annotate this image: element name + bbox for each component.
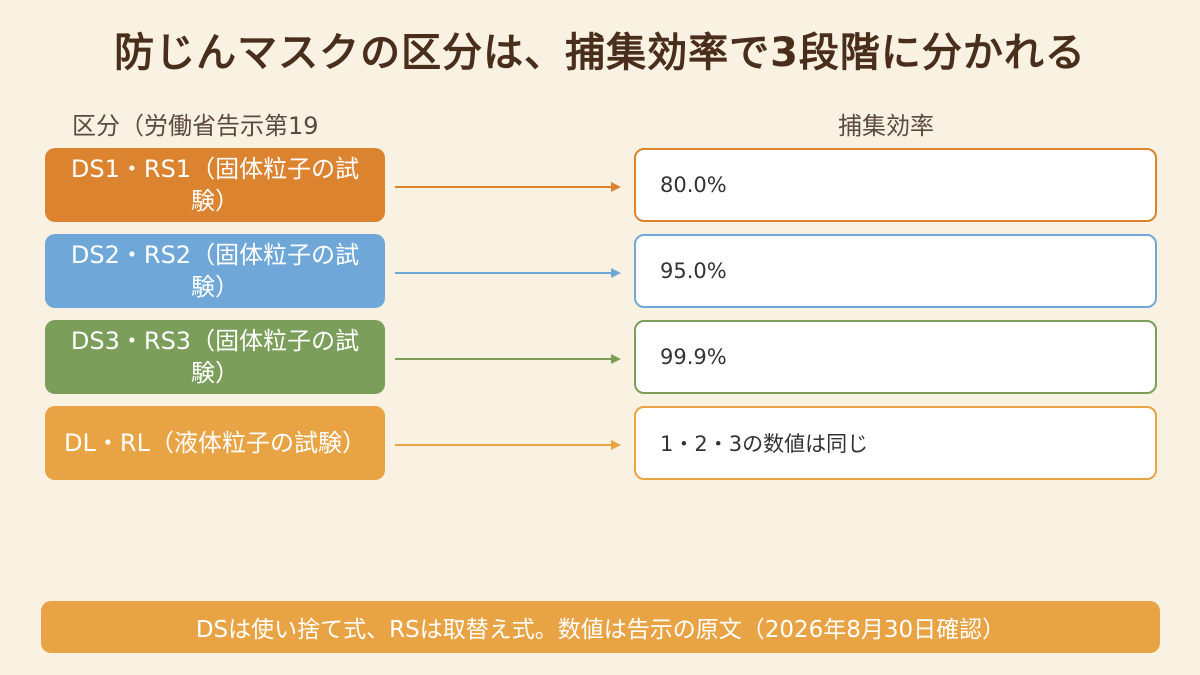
right-arrow-icon <box>395 440 625 450</box>
efficiency-box: 1・2・3の数値は同じ <box>634 406 1157 480</box>
page-title: 防じんマスクの区分は、捕集効率で3段階に分かれる <box>114 30 1086 76</box>
row-ds1-rs1: DS1・RS1（固体粒子の試験） 80.0% <box>0 148 1200 224</box>
right-arrow-icon <box>395 354 625 364</box>
category-box: DS3・RS3（固体粒子の試験） <box>45 320 385 394</box>
right-arrow-icon <box>395 268 625 278</box>
efficiency-box: 80.0% <box>634 148 1157 222</box>
efficiency-box: 99.9% <box>634 320 1157 394</box>
footer-note: DSは使い捨て式、RSは取替え式。数値は告示の原文（2026年8月30日確認） <box>41 601 1160 653</box>
efficiency-box: 95.0% <box>634 234 1157 308</box>
category-column-header: 区分（労働省告示第19 <box>72 112 319 140</box>
category-box: DS1・RS1（固体粒子の試験） <box>45 148 385 222</box>
row-ds3-rs3: DS3・RS3（固体粒子の試験） 99.9% <box>0 320 1200 396</box>
right-arrow-icon <box>395 182 625 192</box>
efficiency-column-header: 捕集効率 <box>838 112 934 140</box>
row-ds2-rs2: DS2・RS2（固体粒子の試験） 95.0% <box>0 234 1200 310</box>
category-box: DS2・RS2（固体粒子の試験） <box>45 234 385 308</box>
row-dl-rl: DL・RL（液体粒子の試験） 1・2・3の数値は同じ <box>0 406 1200 482</box>
category-box: DL・RL（液体粒子の試験） <box>45 406 385 480</box>
